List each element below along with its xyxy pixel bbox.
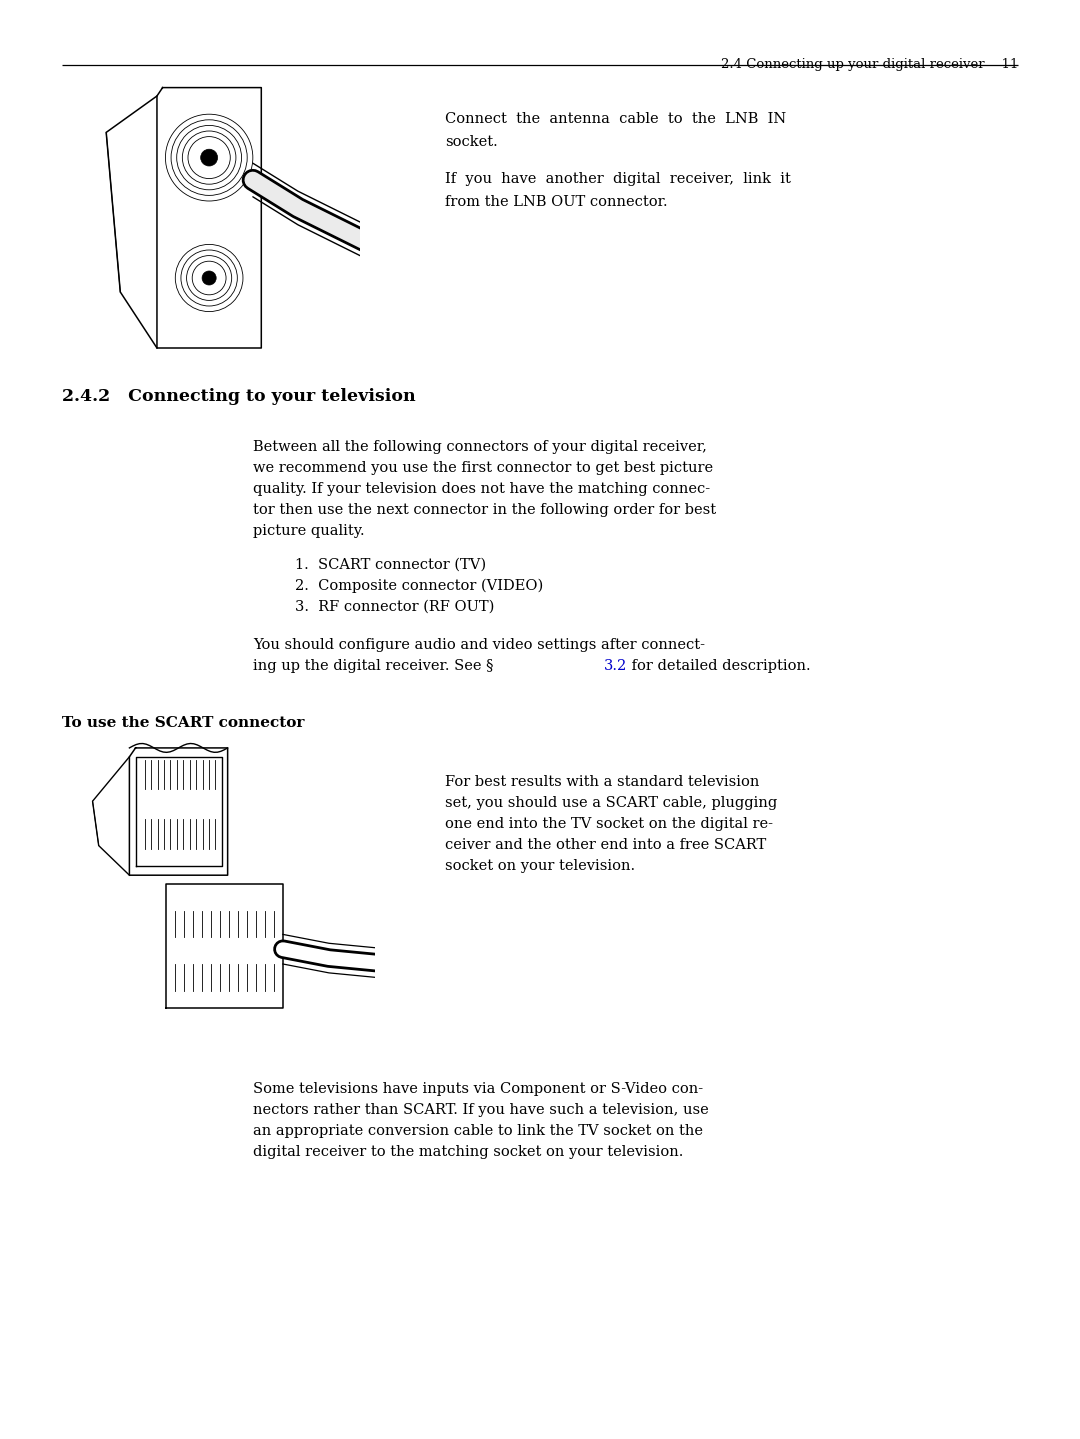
Text: for detailed description.: for detailed description. <box>627 659 811 673</box>
Text: socket.: socket. <box>445 135 498 150</box>
Text: nectors rather than SCART. If you have such a television, use: nectors rather than SCART. If you have s… <box>253 1104 708 1117</box>
Text: Some televisions have inputs via Component or S-Video con-: Some televisions have inputs via Compone… <box>253 1082 703 1097</box>
Text: For best results with a standard television: For best results with a standard televis… <box>445 776 759 789</box>
Text: 2.  Composite connector (VIDEO): 2. Composite connector (VIDEO) <box>295 578 543 593</box>
Text: 3.  RF connector (RF OUT): 3. RF connector (RF OUT) <box>295 600 495 614</box>
Text: ceiver and the other end into a free SCART: ceiver and the other end into a free SCA… <box>445 837 766 852</box>
Text: ing up the digital receiver. See §: ing up the digital receiver. See § <box>253 659 498 673</box>
Text: 2.4.2   Connecting to your television: 2.4.2 Connecting to your television <box>62 389 416 404</box>
Text: digital receiver to the matching socket on your television.: digital receiver to the matching socket … <box>253 1145 684 1158</box>
Text: If  you  have  another  digital  receiver,  link  it: If you have another digital receiver, li… <box>445 173 791 186</box>
Text: You should configure audio and video settings after connect-: You should configure audio and video set… <box>253 637 705 652</box>
Text: 2.4 Connecting up your digital receiver    11: 2.4 Connecting up your digital receiver … <box>720 58 1018 71</box>
Text: Connect  the  antenna  cable  to  the  LNB  IN: Connect the antenna cable to the LNB IN <box>445 112 786 127</box>
Text: from the LNB OUT connector.: from the LNB OUT connector. <box>445 196 667 209</box>
Text: quality. If your television does not have the matching connec-: quality. If your television does not hav… <box>253 482 711 496</box>
Text: 3.2: 3.2 <box>604 659 627 673</box>
Text: picture quality.: picture quality. <box>253 524 365 538</box>
Text: one end into the TV socket on the digital re-: one end into the TV socket on the digita… <box>445 817 773 830</box>
Circle shape <box>202 271 216 285</box>
Text: Between all the following connectors of your digital receiver,: Between all the following connectors of … <box>253 440 707 453</box>
Text: tor then use the next connector in the following order for best: tor then use the next connector in the f… <box>253 504 716 517</box>
Text: socket on your television.: socket on your television. <box>445 859 635 873</box>
Text: we recommend you use the first connector to get best picture: we recommend you use the first connector… <box>253 460 713 475</box>
Text: an appropriate conversion cable to link the TV socket on the: an appropriate conversion cable to link … <box>253 1124 703 1138</box>
Text: 1.  SCART connector (TV): 1. SCART connector (TV) <box>295 558 486 571</box>
Text: set, you should use a SCART cable, plugging: set, you should use a SCART cable, plugg… <box>445 796 778 810</box>
Text: To use the SCART connector: To use the SCART connector <box>62 717 305 730</box>
Circle shape <box>201 150 217 165</box>
